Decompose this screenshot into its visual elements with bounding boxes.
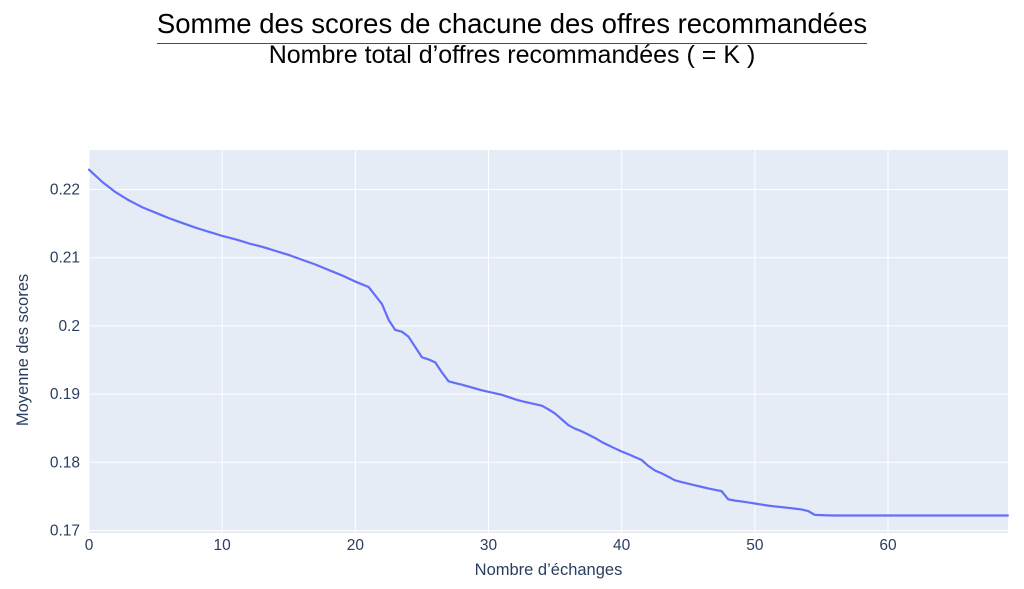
svg-text:0.18: 0.18 bbox=[50, 454, 80, 471]
svg-text:0.17: 0.17 bbox=[50, 523, 80, 540]
svg-text:0.22: 0.22 bbox=[50, 182, 80, 199]
svg-text:0.2: 0.2 bbox=[58, 318, 80, 335]
svg-text:30: 30 bbox=[480, 537, 498, 554]
svg-text:60: 60 bbox=[879, 537, 897, 554]
svg-text:20: 20 bbox=[347, 537, 365, 554]
svg-text:50: 50 bbox=[746, 537, 764, 554]
svg-text:40: 40 bbox=[613, 537, 631, 554]
svg-text:0.19: 0.19 bbox=[50, 386, 80, 403]
svg-text:0.21: 0.21 bbox=[50, 250, 80, 267]
svg-text:0: 0 bbox=[85, 537, 94, 554]
svg-text:10: 10 bbox=[214, 537, 232, 554]
